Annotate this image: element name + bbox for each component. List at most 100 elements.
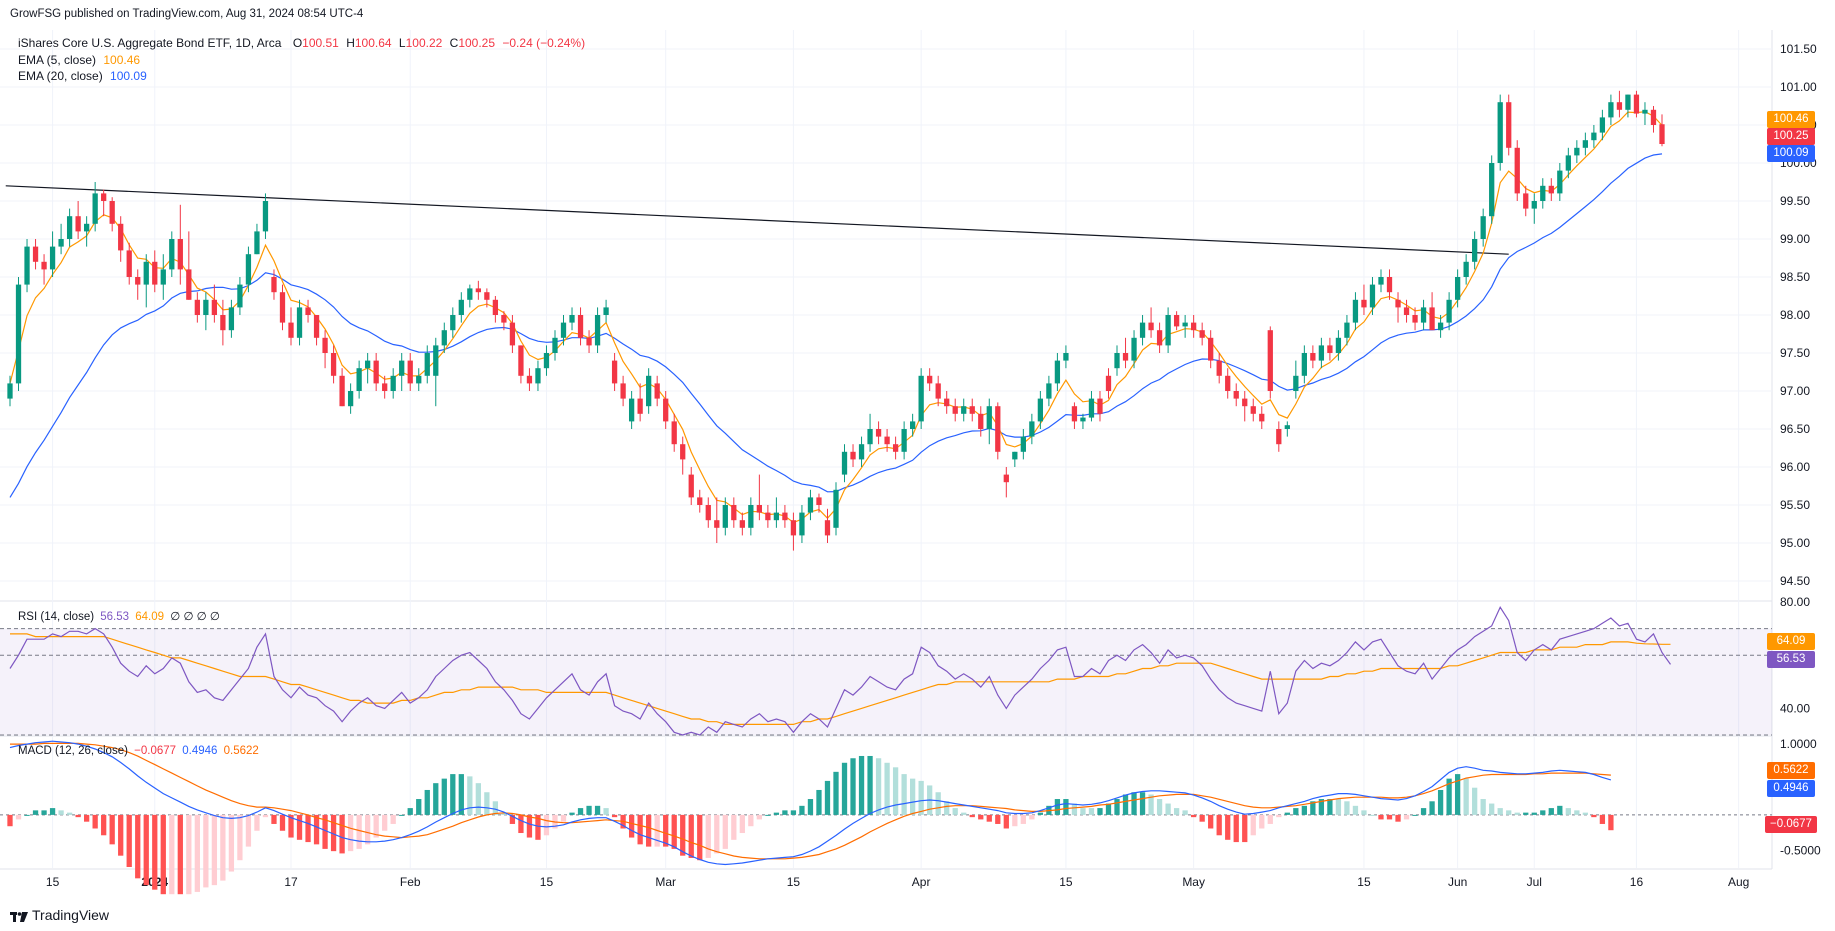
candle-body [1642, 109, 1648, 114]
candle-body [501, 315, 507, 323]
symbol-legend[interactable]: iShares Core U.S. Aggregate Bond ETF, 1D… [18, 36, 585, 50]
macd-histogram-bar [1608, 814, 1614, 831]
macd-histogram-bar [961, 812, 967, 815]
macd-histogram-bar [1344, 801, 1350, 815]
candle-body [237, 284, 243, 308]
macd-histogram-bar [160, 814, 166, 895]
macd-axis-tick: 1.0000 [1780, 737, 1817, 751]
macd-histogram-bar [279, 814, 286, 831]
candle-body [569, 315, 575, 323]
candle-body [135, 277, 141, 285]
macd-histogram-bar [918, 780, 924, 815]
ohlc-close: 100.25 [458, 36, 496, 50]
macd-histogram-bar [313, 814, 320, 845]
macd-histogram-bar [450, 774, 456, 815]
candle-body [543, 353, 550, 369]
macd-histogram-bar [143, 814, 149, 886]
macd-histogram-bar [731, 814, 737, 840]
ohlc-low: 100.22 [405, 36, 443, 50]
candle-body [1046, 383, 1052, 399]
footer-brand[interactable]: TradingView [10, 907, 109, 923]
macd-histogram-bar [1216, 814, 1222, 836]
macd-histogram-bar [118, 814, 124, 856]
price-axis-tick: 97.50 [1780, 346, 1810, 360]
candle-body [552, 337, 558, 353]
candle-body [58, 239, 64, 247]
macd-histogram-bar [109, 814, 115, 845]
macd-histogram-bar [1301, 805, 1307, 815]
candle-body [1080, 417, 1086, 422]
candle-body [969, 406, 975, 414]
macd-histogram-bar [330, 814, 337, 852]
candle-body [1139, 322, 1146, 338]
candle-body [492, 299, 499, 315]
rsi-line [9, 606, 1671, 736]
candle-body [339, 375, 345, 407]
candle-body [1310, 353, 1316, 361]
candle-body [1659, 124, 1665, 144]
macd-histogram-bar [518, 814, 524, 834]
macd-histogram-bar [1437, 789, 1444, 815]
candle-body [1097, 398, 1103, 414]
candle-body [646, 375, 652, 407]
macd-histogram-bar [347, 814, 354, 852]
candle-body [995, 406, 1001, 452]
macd-histogram-bar [1523, 812, 1529, 815]
candle-body [535, 368, 541, 384]
ohlc-open: 100.51 [302, 36, 339, 50]
candle-body [1225, 375, 1231, 391]
macd-histogram-bar [1284, 812, 1290, 815]
ema20-legend[interactable]: EMA (20, close) 100.09 [18, 69, 147, 83]
candle-body [799, 512, 805, 536]
macd-histogram-bar [245, 814, 252, 847]
time-axis-tick: May [1182, 875, 1205, 889]
macd-histogram-bar [220, 814, 226, 881]
macd-histogram-bar [1361, 810, 1367, 815]
macd-histogram-bar [858, 755, 865, 815]
candle-body [1531, 201, 1537, 209]
candle-body [365, 360, 371, 369]
macd-histogram-bar [663, 814, 669, 847]
candle-body [1199, 330, 1205, 338]
candle-body [1429, 307, 1435, 331]
candle-body [220, 315, 226, 331]
candle-body [705, 505, 711, 521]
macd-histogram-bar [1156, 799, 1163, 815]
macd-histogram-bar [748, 814, 754, 827]
candle-body [1293, 375, 1299, 391]
macd-histogram-bar [697, 814, 703, 861]
macd-histogram-bar [1199, 814, 1205, 822]
macd-histogram-bar [433, 783, 439, 815]
macd-histogram-bar [509, 814, 516, 824]
macd-histogram-bar [177, 814, 183, 895]
candle-body [347, 391, 354, 407]
candle-body [722, 505, 728, 528]
price-axis-tick: 96.00 [1780, 460, 1810, 474]
price-tag-ema5: 100.46 [1767, 111, 1815, 128]
macd-histogram-bar [646, 814, 652, 847]
rsi-legend[interactable]: RSI (14, close) 56.53 64.09 ∅ ∅ ∅ ∅ [18, 609, 220, 623]
macd-histogram-bar [1446, 778, 1452, 815]
candle-body [739, 520, 745, 528]
candle-body [1029, 421, 1035, 437]
macd-histogram-bar [1582, 812, 1589, 815]
candle-body [203, 299, 209, 315]
macd-histogram-bar [1327, 799, 1333, 815]
macd-histogram-bar [986, 814, 992, 822]
macd-histogram-bar [1097, 808, 1103, 815]
candle-body [1446, 299, 1452, 323]
candle-body [32, 246, 39, 262]
candle-body [978, 413, 984, 429]
candle-body [313, 315, 320, 338]
ema5-legend[interactable]: EMA (5, close) 100.46 [18, 53, 140, 67]
candle-body [841, 451, 848, 475]
candle-body [1557, 170, 1563, 194]
macd-legend[interactable]: MACD (12, 26, close) −0.0677 0.4946 0.56… [18, 745, 259, 757]
price-tag-close: 100.25 [1767, 128, 1815, 145]
macd-histogram-bar [586, 805, 592, 815]
macd-histogram-bar [1463, 778, 1469, 815]
macd-histogram-bar [577, 808, 584, 815]
price-axis-tick: 95.50 [1780, 498, 1810, 512]
candle-body [961, 406, 967, 414]
